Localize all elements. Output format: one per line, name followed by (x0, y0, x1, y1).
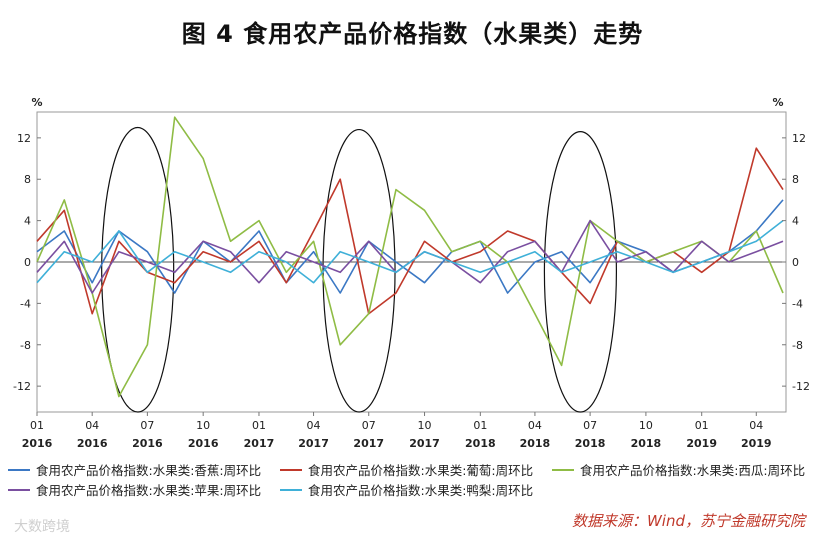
y-tick-left: -4 (20, 297, 31, 310)
y-tick-left: -12 (13, 380, 31, 393)
chart-title: 图 4 食用农产品价格指数（水果类）走势 (181, 20, 644, 48)
watermark: 大数跨境 (14, 519, 70, 535)
x-tick-year: 2018 (575, 437, 606, 450)
x-tick-year: 2016 (132, 437, 163, 450)
legend-swatch-watermelon (552, 468, 574, 471)
x-tick-year: 2016 (77, 437, 108, 450)
x-tick-month: 07 (583, 419, 597, 432)
series-line-pear (36, 219, 784, 284)
legend-item-grape: 食用农产品价格指数:水果类:葡萄:周环比 (280, 460, 533, 479)
x-tick-month: 04 (528, 419, 542, 432)
y-tick-right: -12 (792, 380, 810, 393)
x-tick-year: 2018 (465, 437, 496, 450)
y-tick-right: 12 (792, 132, 806, 145)
x-tick-month: 10 (196, 419, 210, 432)
y-tick-right: 0 (792, 256, 799, 269)
legend-swatch-grape (280, 468, 302, 471)
x-tick-year: 2016 (188, 437, 219, 450)
highlight-ellipse-1 (101, 126, 175, 413)
x-tick-year: 2017 (353, 437, 384, 450)
x-tick-year: 2017 (244, 437, 275, 450)
x-tick-month: 07 (140, 419, 154, 432)
x-tick-year: 2019 (686, 437, 717, 450)
x-tick-month: 01 (695, 419, 709, 432)
data-source: 数据来源：Wind，苏宁金融研究院 (571, 512, 805, 530)
x-tick-month: 04 (85, 419, 99, 432)
y-tick-left: 12 (17, 132, 31, 145)
legend-item-pear: 食用农产品价格指数:水果类:鸭梨:周环比 (280, 480, 533, 499)
y-tick-right: 8 (792, 173, 799, 186)
series-line-watermelon (36, 116, 784, 398)
x-tick-month: 01 (30, 419, 44, 432)
y-axis-unit-right: % (772, 96, 783, 109)
y-tick-right: -4 (792, 297, 803, 310)
legend-item-banana: 食用农产品价格指数:水果类:香蕉:周环比 (8, 460, 261, 479)
legend-label-watermelon: 食用农产品价格指数:水果类:西瓜:周环比 (580, 463, 806, 478)
legend-item-watermelon: 食用农产品价格指数:水果类:西瓜:周环比 (552, 460, 805, 479)
legend-swatch-banana (8, 468, 30, 471)
legend-label-apple: 食用农产品价格指数:水果类:苹果:周环比 (36, 483, 262, 498)
legend-swatch-pear (280, 488, 302, 491)
x-tick-year: 2016 (22, 437, 53, 450)
legend-label-grape: 食用农产品价格指数:水果类:葡萄:周环比 (308, 463, 534, 478)
y-tick-left: 4 (24, 215, 31, 228)
x-tick-year: 2018 (520, 437, 551, 450)
x-tick-year: 2017 (298, 437, 329, 450)
x-tick-month: 01 (473, 419, 487, 432)
x-tick-year: 2018 (631, 437, 662, 450)
legend-swatch-apple (8, 488, 30, 491)
x-tick-month: 07 (362, 419, 376, 432)
x-tick-month: 04 (749, 419, 763, 432)
x-tick-month: 01 (252, 419, 266, 432)
legend-label-banana: 食用农产品价格指数:水果类:香蕉:周环比 (36, 463, 262, 478)
x-tick-month: 04 (307, 419, 321, 432)
y-tick-right: -8 (792, 339, 803, 352)
legend-item-apple: 食用农产品价格指数:水果类:苹果:周环比 (8, 480, 261, 499)
x-tick-month: 10 (639, 419, 653, 432)
y-tick-left: 8 (24, 173, 31, 186)
y-tick-left: 0 (24, 256, 31, 269)
x-tick-month: 10 (418, 419, 432, 432)
y-tick-left: -8 (20, 339, 31, 352)
legend-label-pear: 食用农产品价格指数:水果类:鸭梨:周环比 (308, 483, 534, 498)
x-tick-year: 2017 (409, 437, 440, 450)
y-axis-unit-left: % (31, 96, 42, 109)
highlight-ellipse-3 (543, 131, 618, 413)
y-tick-right: 4 (792, 215, 799, 228)
x-tick-year: 2019 (741, 437, 772, 450)
